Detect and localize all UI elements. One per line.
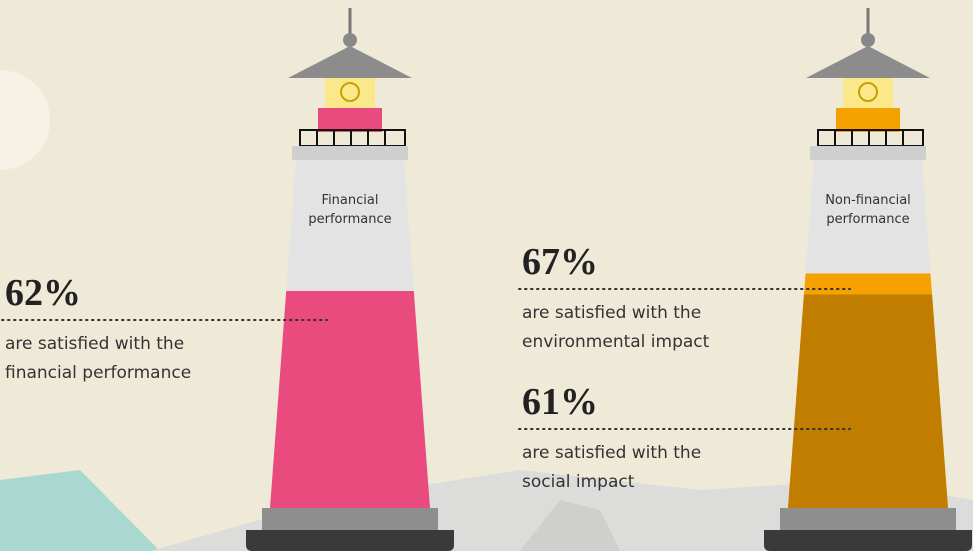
ball	[343, 33, 357, 47]
gallery	[292, 146, 408, 160]
sea	[0, 470, 160, 551]
base	[262, 508, 438, 530]
tower-label: performance	[308, 212, 391, 227]
stat-value: 61%	[522, 381, 598, 423]
stat-text: social impact	[522, 472, 635, 492]
roof	[288, 46, 412, 78]
stat-text: are satisfied with the	[522, 443, 701, 463]
gallery	[810, 146, 926, 160]
railing	[818, 130, 923, 146]
infographic: Financial performance 62% are satisfied wit…	[0, 0, 973, 551]
stat-text: are satisfied with the	[522, 303, 701, 323]
base	[780, 508, 956, 530]
stat-text: environmental impact	[522, 332, 710, 352]
ball	[861, 33, 875, 47]
stat-value: 62%	[5, 272, 81, 314]
tower-label: Financial	[322, 193, 379, 208]
stat-text: financial performance	[5, 363, 191, 383]
page: Financial performance 62% are satisfied wit…	[0, 0, 973, 551]
roof	[806, 46, 930, 78]
railing	[300, 130, 405, 146]
fill-level	[270, 291, 430, 508]
stat-text: are satisfied with the	[5, 334, 184, 354]
stat-value: 67%	[522, 241, 598, 283]
foot	[764, 530, 972, 551]
sun	[0, 70, 50, 170]
tower-label: Non-financial	[825, 193, 911, 208]
tower-label: performance	[826, 212, 909, 227]
foot	[246, 530, 454, 551]
fill-level	[788, 295, 948, 509]
lantern	[836, 108, 900, 132]
lantern	[318, 108, 382, 132]
